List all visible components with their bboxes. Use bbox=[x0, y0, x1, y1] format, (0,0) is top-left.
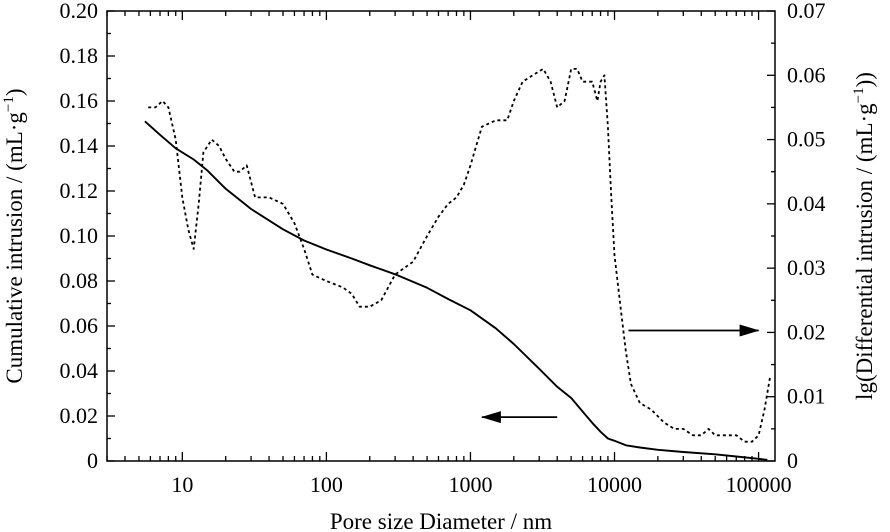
y-right-tick-label: 0.03 bbox=[787, 255, 826, 280]
x-tick-label: 100 bbox=[310, 472, 343, 497]
y-left-tick-label: 0.04 bbox=[60, 358, 99, 383]
y-right-tick-label: 0.01 bbox=[787, 384, 826, 409]
cumulative-intrusion-line bbox=[144, 120, 768, 461]
plot-frame bbox=[106, 10, 776, 462]
right-y-axis-title: lg(Differential intrusion / (mL·g−1)) bbox=[851, 72, 877, 400]
annotation-layer bbox=[480, 324, 760, 424]
y-left-tick-label: 0.14 bbox=[60, 133, 99, 158]
x-axis-title: Pore size Diameter / nm bbox=[330, 509, 552, 532]
y-right-tick-label: 0 bbox=[787, 448, 798, 473]
differential-intrusion-line bbox=[148, 68, 771, 443]
x-tick-label: 10000 bbox=[587, 472, 642, 497]
x-tick-label: 10 bbox=[171, 472, 193, 497]
y-left-tick-label: 0.20 bbox=[60, 0, 99, 23]
x-tick-label: 100000 bbox=[726, 472, 792, 497]
series-layer bbox=[144, 68, 771, 461]
y-left-tick-label: 0.18 bbox=[60, 43, 99, 68]
y-left-tick-label: 0.06 bbox=[60, 313, 99, 338]
x-tick-label: 1000 bbox=[448, 472, 492, 497]
x-axis: 10 100 1000 10000 100000 bbox=[106, 11, 792, 497]
y-right-tick-label: 0.04 bbox=[787, 191, 826, 216]
y-left-tick-label: 0.10 bbox=[60, 223, 99, 248]
y-right-tick-label: 0.07 bbox=[787, 0, 826, 23]
y-left-tick-label: 0 bbox=[87, 448, 98, 473]
y-right-tick-label: 0.05 bbox=[787, 127, 826, 152]
y-right-tick-label: 0.02 bbox=[787, 319, 826, 344]
y-right-tick-label: 0.06 bbox=[787, 62, 826, 87]
left-y-axis-title: Cumulative intrusion / (mL·g−1) bbox=[1, 88, 27, 383]
y-left-tick-label: 0.02 bbox=[60, 403, 99, 428]
left-y-axis: 0 0.02 0.04 0.06 0.08 0.10 0.12 0.14 0.16 0.18 0.2… bbox=[60, 0, 115, 473]
y-left-tick-label: 0.08 bbox=[60, 268, 99, 293]
right-y-axis: 0 0.01 0.02 0.03 0.04 0.05 0.06 0.07 bbox=[767, 0, 826, 473]
y-left-tick-label: 0.12 bbox=[60, 178, 99, 203]
y-left-tick-label: 0.16 bbox=[60, 88, 99, 113]
